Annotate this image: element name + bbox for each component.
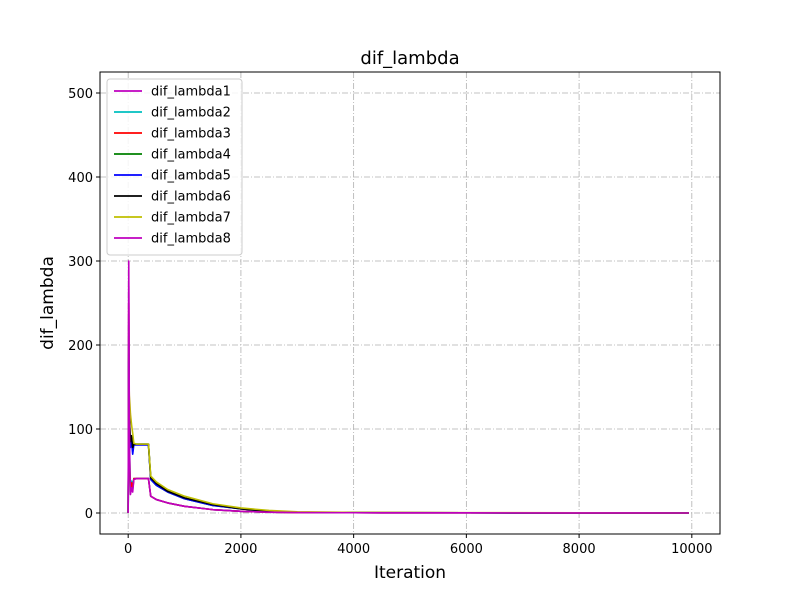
plot-frame [99,71,721,535]
legend-box [106,78,243,256]
y-tick-label: 300 [68,255,93,270]
y-tick-label: 200 [68,339,93,354]
legend-label: dif_lambda2 [151,106,231,121]
y-tick-label: 100 [68,423,93,438]
x-tick-label: 4000 [337,542,370,557]
y-tick-label: 0 [85,507,93,522]
legend-label: dif_lambda8 [151,232,231,247]
legend-label: dif_lambda3 [151,127,231,142]
y-tick-label: 400 [68,171,93,186]
legend-label: dif_lambda7 [151,211,231,226]
x-axis-label: Iteration [374,563,446,583]
series-lines [127,260,690,514]
legend-label: dif_lambda6 [151,190,231,205]
axis-ticks: 0 2000 4000 6000 8000 10000 0 100 200 300 400 500 [68,87,712,557]
x-tick-label: 8000 [563,542,596,557]
x-tick-label: 0 [124,542,132,557]
legend-label: dif_lambda4 [151,148,231,163]
y-axis-label: dif_lambda [38,256,58,350]
legend-label: dif_lambda1 [151,85,231,100]
x-tick-label: 10000 [671,542,712,557]
x-tick-label: 2000 [224,542,257,557]
legend-label: dif_lambda5 [151,169,231,184]
x-tick-label: 6000 [450,542,483,557]
y-tick-label: 500 [68,87,93,102]
series-line-8 [127,260,690,514]
chart-title: dif_lambda [360,48,459,69]
legend: dif_lambda1 dif_lambda2 dif_lambda3 dif_lam… [106,78,243,256]
